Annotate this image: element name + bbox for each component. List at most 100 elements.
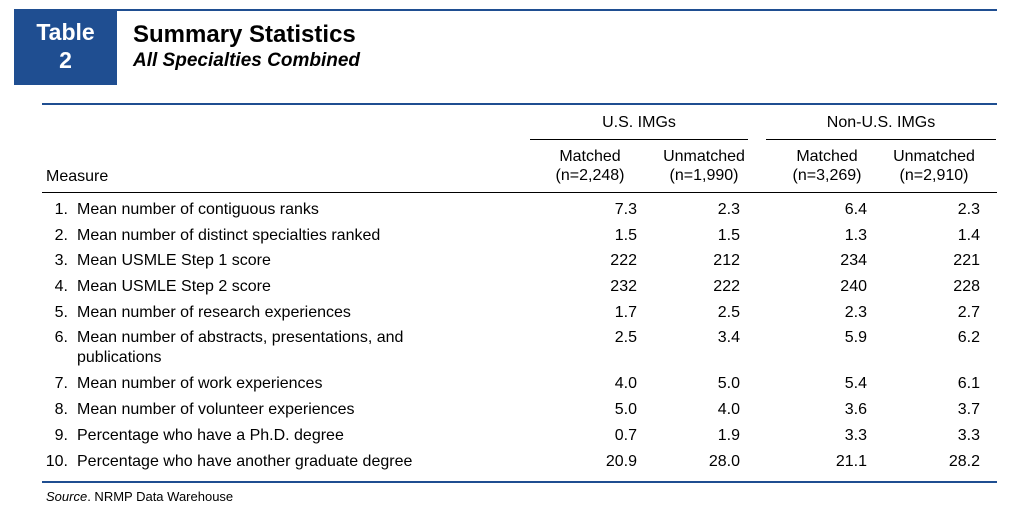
cell-us-unmatched: 212 (713, 252, 740, 270)
table-row: 9. Percentage who have a Ph.D. degree 0.… (42, 423, 997, 449)
row-label: Mean number of work experiences (77, 375, 323, 393)
column-header-nonus-unmatched: Unmatched (n=2,910) (878, 147, 990, 185)
cell-nonus-unmatched: 6.2 (957, 329, 980, 347)
cell-us-unmatched: 28.0 (708, 452, 740, 470)
row-number: 8. (54, 401, 68, 419)
cell-us-unmatched: 1.9 (717, 426, 740, 444)
cell-us-unmatched: 2.5 (717, 303, 740, 321)
cell-us-unmatched: 2.3 (717, 201, 740, 218)
row-label: Mean number of research experiences (77, 303, 351, 321)
page-subtitle: All Specialties Combined (133, 50, 360, 71)
cell-nonus-matched: 5.9 (844, 329, 867, 347)
measure-column-header: Measure (46, 168, 109, 185)
row-label: Mean USMLE Step 1 score (77, 252, 271, 270)
column-header-count: (n=2,910) (899, 167, 969, 184)
table-row: 1. Mean number of contiguous ranks 7.3 2… (42, 197, 997, 223)
cell-us-matched: 5.0 (614, 401, 637, 419)
cell-us-matched: 222 (610, 252, 637, 270)
cell-nonus-matched: 2.3 (844, 303, 867, 321)
source-label: Source (46, 489, 88, 504)
cell-nonus-unmatched: 228 (953, 278, 980, 296)
cell-us-unmatched: 1.5 (717, 226, 740, 244)
cell-us-matched: 2.5 (614, 329, 637, 347)
cell-us-matched: 7.3 (614, 201, 637, 218)
table-row: 10. Percentage who have another graduate… (42, 449, 997, 475)
row-label: Mean number of contiguous ranks (77, 201, 319, 218)
table-row: 5. Mean number of research experiences 1… (42, 300, 997, 326)
cell-nonus-unmatched: 6.1 (957, 375, 980, 393)
table-bottom-rule (42, 481, 997, 483)
table-row: 2. Mean number of distinct specialties r… (42, 223, 997, 249)
table-body: 1. Mean number of contiguous ranks 7.3 2… (42, 197, 997, 474)
cell-nonus-unmatched: 2.3 (957, 201, 980, 218)
cell-nonus-matched: 3.6 (844, 401, 867, 419)
cell-us-unmatched: 5.0 (717, 375, 740, 393)
cell-nonus-matched: 240 (840, 278, 867, 296)
cell-us-unmatched: 3.4 (717, 329, 740, 347)
badge-line-1: Table (36, 19, 95, 45)
column-header-us-matched: Matched (n=2,248) (540, 147, 640, 185)
table-number-badge: Table 2 (14, 9, 117, 85)
cell-nonus-matched: 5.4 (844, 375, 867, 393)
row-number: 1. (54, 201, 68, 218)
cell-nonus-matched: 3.3 (844, 426, 867, 444)
group-header-non-us-imgs: Non-U.S. IMGs (826, 114, 936, 131)
column-header-line: Unmatched (893, 148, 975, 165)
group-header-us-imgs: U.S. IMGs (602, 114, 676, 131)
column-header-us-unmatched: Unmatched (n=1,990) (648, 147, 760, 185)
cell-us-matched: 0.7 (614, 426, 637, 444)
source-text: . NRMP Data Warehouse (87, 489, 234, 504)
cell-nonus-unmatched: 2.7 (957, 303, 980, 321)
column-header-line: Unmatched (663, 148, 745, 165)
header-bottom-rule (42, 192, 997, 193)
cell-us-matched: 1.7 (614, 303, 637, 321)
cell-nonus-unmatched: 28.2 (948, 452, 980, 470)
group-underline-us-imgs (530, 139, 748, 140)
cell-us-matched: 20.9 (605, 452, 637, 470)
row-number: 6. (54, 329, 68, 347)
cell-us-matched: 232 (610, 278, 637, 296)
column-header-count: (n=1,990) (669, 167, 739, 184)
header-rule (117, 9, 997, 11)
cell-us-unmatched: 222 (713, 278, 740, 296)
row-number: 10. (45, 452, 68, 470)
row-label: Percentage who have another graduate deg… (77, 452, 413, 470)
row-number: 9. (54, 426, 68, 444)
table-top-rule (42, 103, 997, 105)
row-label: Mean number of abstracts, presentations,… (77, 329, 404, 367)
table-row: 4. Mean USMLE Step 2 score 232 222 240 2… (42, 274, 997, 300)
row-label: Mean USMLE Step 2 score (77, 278, 271, 296)
cell-us-matched: 1.5 (614, 226, 637, 244)
table-row: 7. Mean number of work experiences 4.0 5… (42, 371, 997, 397)
row-number: 2. (54, 226, 68, 244)
cell-nonus-unmatched: 1.4 (957, 226, 980, 244)
table-row: 6. Mean number of abstracts, presentatio… (42, 325, 997, 371)
row-label: Mean number of distinct specialties rank… (77, 226, 381, 244)
row-number: 4. (54, 278, 68, 296)
badge-line-2: 2 (59, 47, 72, 73)
cell-nonus-matched: 1.3 (844, 226, 867, 244)
table-row: 3. Mean USMLE Step 1 score 222 212 234 2… (42, 248, 997, 274)
table-row: 8. Mean number of volunteer experiences … (42, 397, 997, 423)
row-number: 3. (54, 252, 68, 270)
column-header-count: (n=3,269) (792, 167, 862, 184)
column-header-count: (n=2,248) (555, 167, 625, 184)
row-number: 5. (54, 303, 68, 321)
column-header-nonus-matched: Matched (n=3,269) (777, 147, 877, 185)
cell-nonus-matched: 21.1 (835, 452, 867, 470)
cell-nonus-unmatched: 3.3 (957, 426, 980, 444)
cell-nonus-matched: 6.4 (844, 201, 867, 218)
cell-nonus-unmatched: 221 (953, 252, 980, 270)
row-label: Percentage who have a Ph.D. degree (77, 426, 344, 444)
group-underline-non-us-imgs (766, 139, 996, 140)
cell-nonus-unmatched: 3.7 (957, 401, 980, 419)
page-title: Summary Statistics (133, 21, 356, 48)
column-header-line: Matched (559, 148, 621, 165)
cell-nonus-matched: 234 (840, 252, 867, 270)
row-number: 7. (54, 375, 68, 393)
cell-us-unmatched: 4.0 (717, 401, 740, 419)
cell-us-matched: 4.0 (614, 375, 637, 393)
column-header-line: Matched (796, 148, 858, 165)
row-label: Mean number of volunteer experiences (77, 401, 355, 419)
source-note: Source. NRMP Data Warehouse (46, 489, 233, 504)
